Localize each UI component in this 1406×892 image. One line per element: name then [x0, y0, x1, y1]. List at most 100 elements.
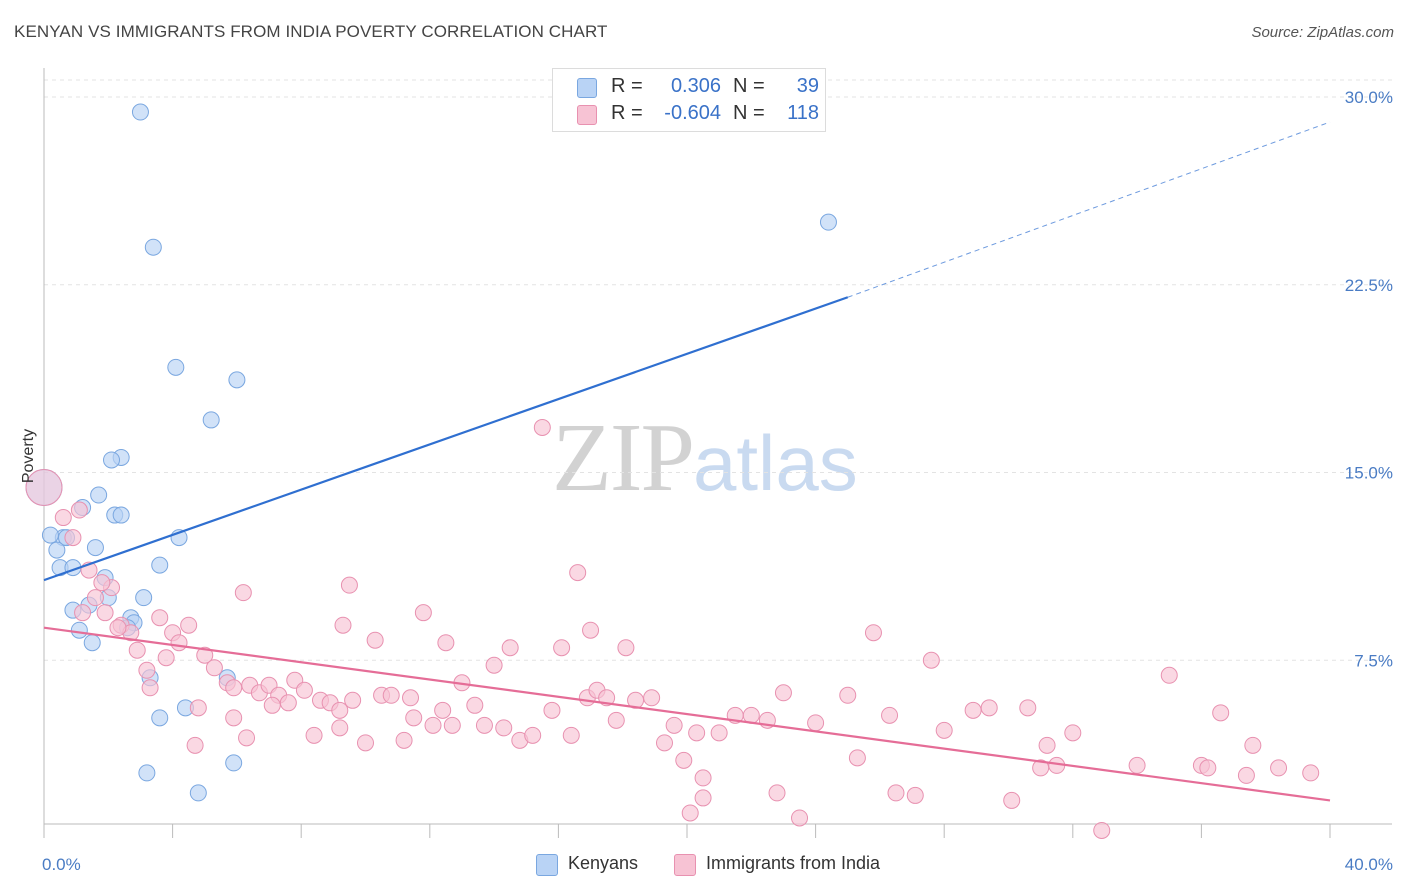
data-point	[617, 639, 635, 657]
data-point	[48, 541, 66, 559]
legend-r-value: -0.604	[664, 102, 721, 124]
data-point	[466, 696, 484, 714]
chart-title: KENYAN VS IMMIGRANTS FROM INDIA POVERTY …	[14, 22, 608, 41]
data-point	[1032, 759, 1050, 777]
data-point	[74, 604, 92, 622]
data-point	[887, 784, 905, 802]
data-point	[1237, 766, 1255, 784]
data-point	[90, 486, 108, 504]
data-point	[839, 686, 857, 704]
data-point	[569, 564, 587, 582]
data-point	[655, 734, 673, 752]
bottom-legend-swatch-kenyans	[536, 854, 558, 876]
data-point	[331, 719, 349, 737]
legend-swatch-kenyans	[577, 78, 597, 98]
data-point	[475, 716, 493, 734]
data-point	[138, 764, 156, 782]
data-point	[167, 358, 185, 376]
data-point	[138, 661, 156, 679]
data-point	[103, 451, 121, 469]
data-point	[305, 726, 323, 744]
data-point	[331, 701, 349, 719]
data-point	[151, 556, 169, 574]
data-point	[688, 724, 706, 742]
data-point	[848, 749, 866, 767]
data-point	[1270, 759, 1288, 777]
data-point	[582, 621, 600, 639]
legend-n-label: N =	[733, 102, 765, 124]
data-point	[980, 699, 998, 717]
data-point	[70, 621, 88, 639]
data-point	[189, 699, 207, 717]
data-point	[196, 646, 214, 664]
y-tick-label: 22.5%	[1345, 276, 1393, 295]
tick-labels: 7.5% 15.0% 22.5% 30.0% 0.0% 40.0%	[42, 88, 1393, 874]
trend-lines	[43, 121, 1331, 802]
data-point	[151, 609, 169, 627]
data-point	[1019, 699, 1037, 717]
data-point	[109, 619, 127, 637]
data-point	[93, 574, 111, 592]
legend-r-value: 0.306	[670, 75, 721, 97]
data-point	[443, 716, 461, 734]
legend-r-label: R =	[611, 75, 643, 97]
axes	[43, 68, 1392, 838]
data-point	[1302, 764, 1320, 782]
data-point	[405, 709, 423, 727]
data-point	[395, 731, 413, 749]
data-point	[128, 641, 146, 659]
trend-line-india	[43, 626, 1331, 802]
data-point	[774, 684, 792, 702]
data-point	[225, 709, 243, 727]
correlation-legend: R = 0.306 N = 39 R = -0.604 N = 118	[552, 68, 826, 132]
data-point	[228, 371, 246, 389]
data-point	[694, 789, 712, 807]
data-point	[25, 469, 63, 507]
data-point	[495, 719, 513, 737]
legend-n-value: 39	[796, 75, 819, 97]
data-point	[141, 679, 159, 697]
bottom-legend-swatch-india	[674, 854, 696, 876]
data-point	[791, 809, 809, 827]
bottom-legend-label-kenyans: Kenyans	[568, 853, 639, 873]
data-point	[562, 726, 580, 744]
data-point	[1093, 821, 1111, 839]
data-point	[922, 651, 940, 669]
data-point	[501, 639, 519, 657]
bottom-legend-label-india: Immigrants from India	[706, 853, 881, 873]
data-point	[437, 634, 455, 652]
data-point	[151, 709, 169, 727]
data-point	[86, 589, 104, 607]
data-point	[681, 804, 699, 822]
data-point	[935, 721, 953, 739]
data-point	[334, 616, 352, 634]
y-tick-label: 30.0%	[1345, 88, 1393, 107]
data-point	[225, 754, 243, 772]
data-point	[643, 689, 661, 707]
data-point	[694, 769, 712, 787]
data-point	[54, 509, 72, 527]
data-point	[180, 616, 198, 634]
data-point	[135, 589, 153, 607]
data-point	[225, 679, 243, 697]
data-point	[295, 681, 313, 699]
data-point	[263, 696, 281, 714]
data-point	[1003, 791, 1021, 809]
data-point	[234, 584, 252, 602]
y-axis-label: Poverty	[20, 429, 37, 483]
trend-line-kenyans-extension	[847, 121, 1331, 298]
data-point	[768, 784, 786, 802]
data-point	[607, 711, 625, 729]
data-point	[1128, 756, 1146, 774]
data-point	[170, 634, 188, 652]
data-point	[675, 751, 693, 769]
data-point	[710, 724, 728, 742]
data-point	[414, 604, 432, 622]
data-point	[906, 786, 924, 804]
data-point	[864, 624, 882, 642]
watermark: ZIPatlas	[552, 400, 858, 514]
data-point	[402, 689, 420, 707]
data-point	[41, 526, 59, 544]
x-tick-label: 0.0%	[42, 855, 81, 874]
